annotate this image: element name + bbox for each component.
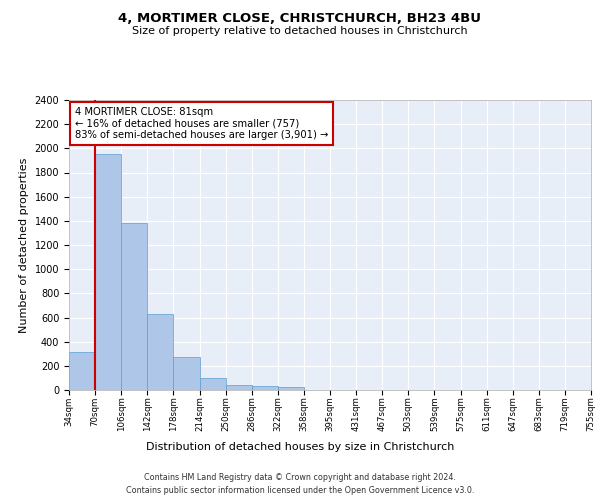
Text: Contains public sector information licensed under the Open Government Licence v3: Contains public sector information licen… xyxy=(126,486,474,495)
Text: 4, MORTIMER CLOSE, CHRISTCHURCH, BH23 4BU: 4, MORTIMER CLOSE, CHRISTCHURCH, BH23 4B… xyxy=(119,12,482,26)
Text: 4 MORTIMER CLOSE: 81sqm
← 16% of detached houses are smaller (757)
83% of semi-d: 4 MORTIMER CLOSE: 81sqm ← 16% of detache… xyxy=(75,108,328,140)
Text: Size of property relative to detached houses in Christchurch: Size of property relative to detached ho… xyxy=(132,26,468,36)
Y-axis label: Number of detached properties: Number of detached properties xyxy=(19,158,29,332)
Bar xyxy=(252,386,278,390)
Bar xyxy=(199,378,226,390)
Bar xyxy=(226,384,252,390)
Text: Contains HM Land Registry data © Crown copyright and database right 2024.: Contains HM Land Registry data © Crown c… xyxy=(144,472,456,482)
Bar xyxy=(121,223,148,390)
Bar xyxy=(69,352,95,390)
Bar xyxy=(278,387,304,390)
Text: Distribution of detached houses by size in Christchurch: Distribution of detached houses by size … xyxy=(146,442,454,452)
Bar xyxy=(173,358,199,390)
Bar xyxy=(95,154,121,390)
Bar xyxy=(148,314,173,390)
